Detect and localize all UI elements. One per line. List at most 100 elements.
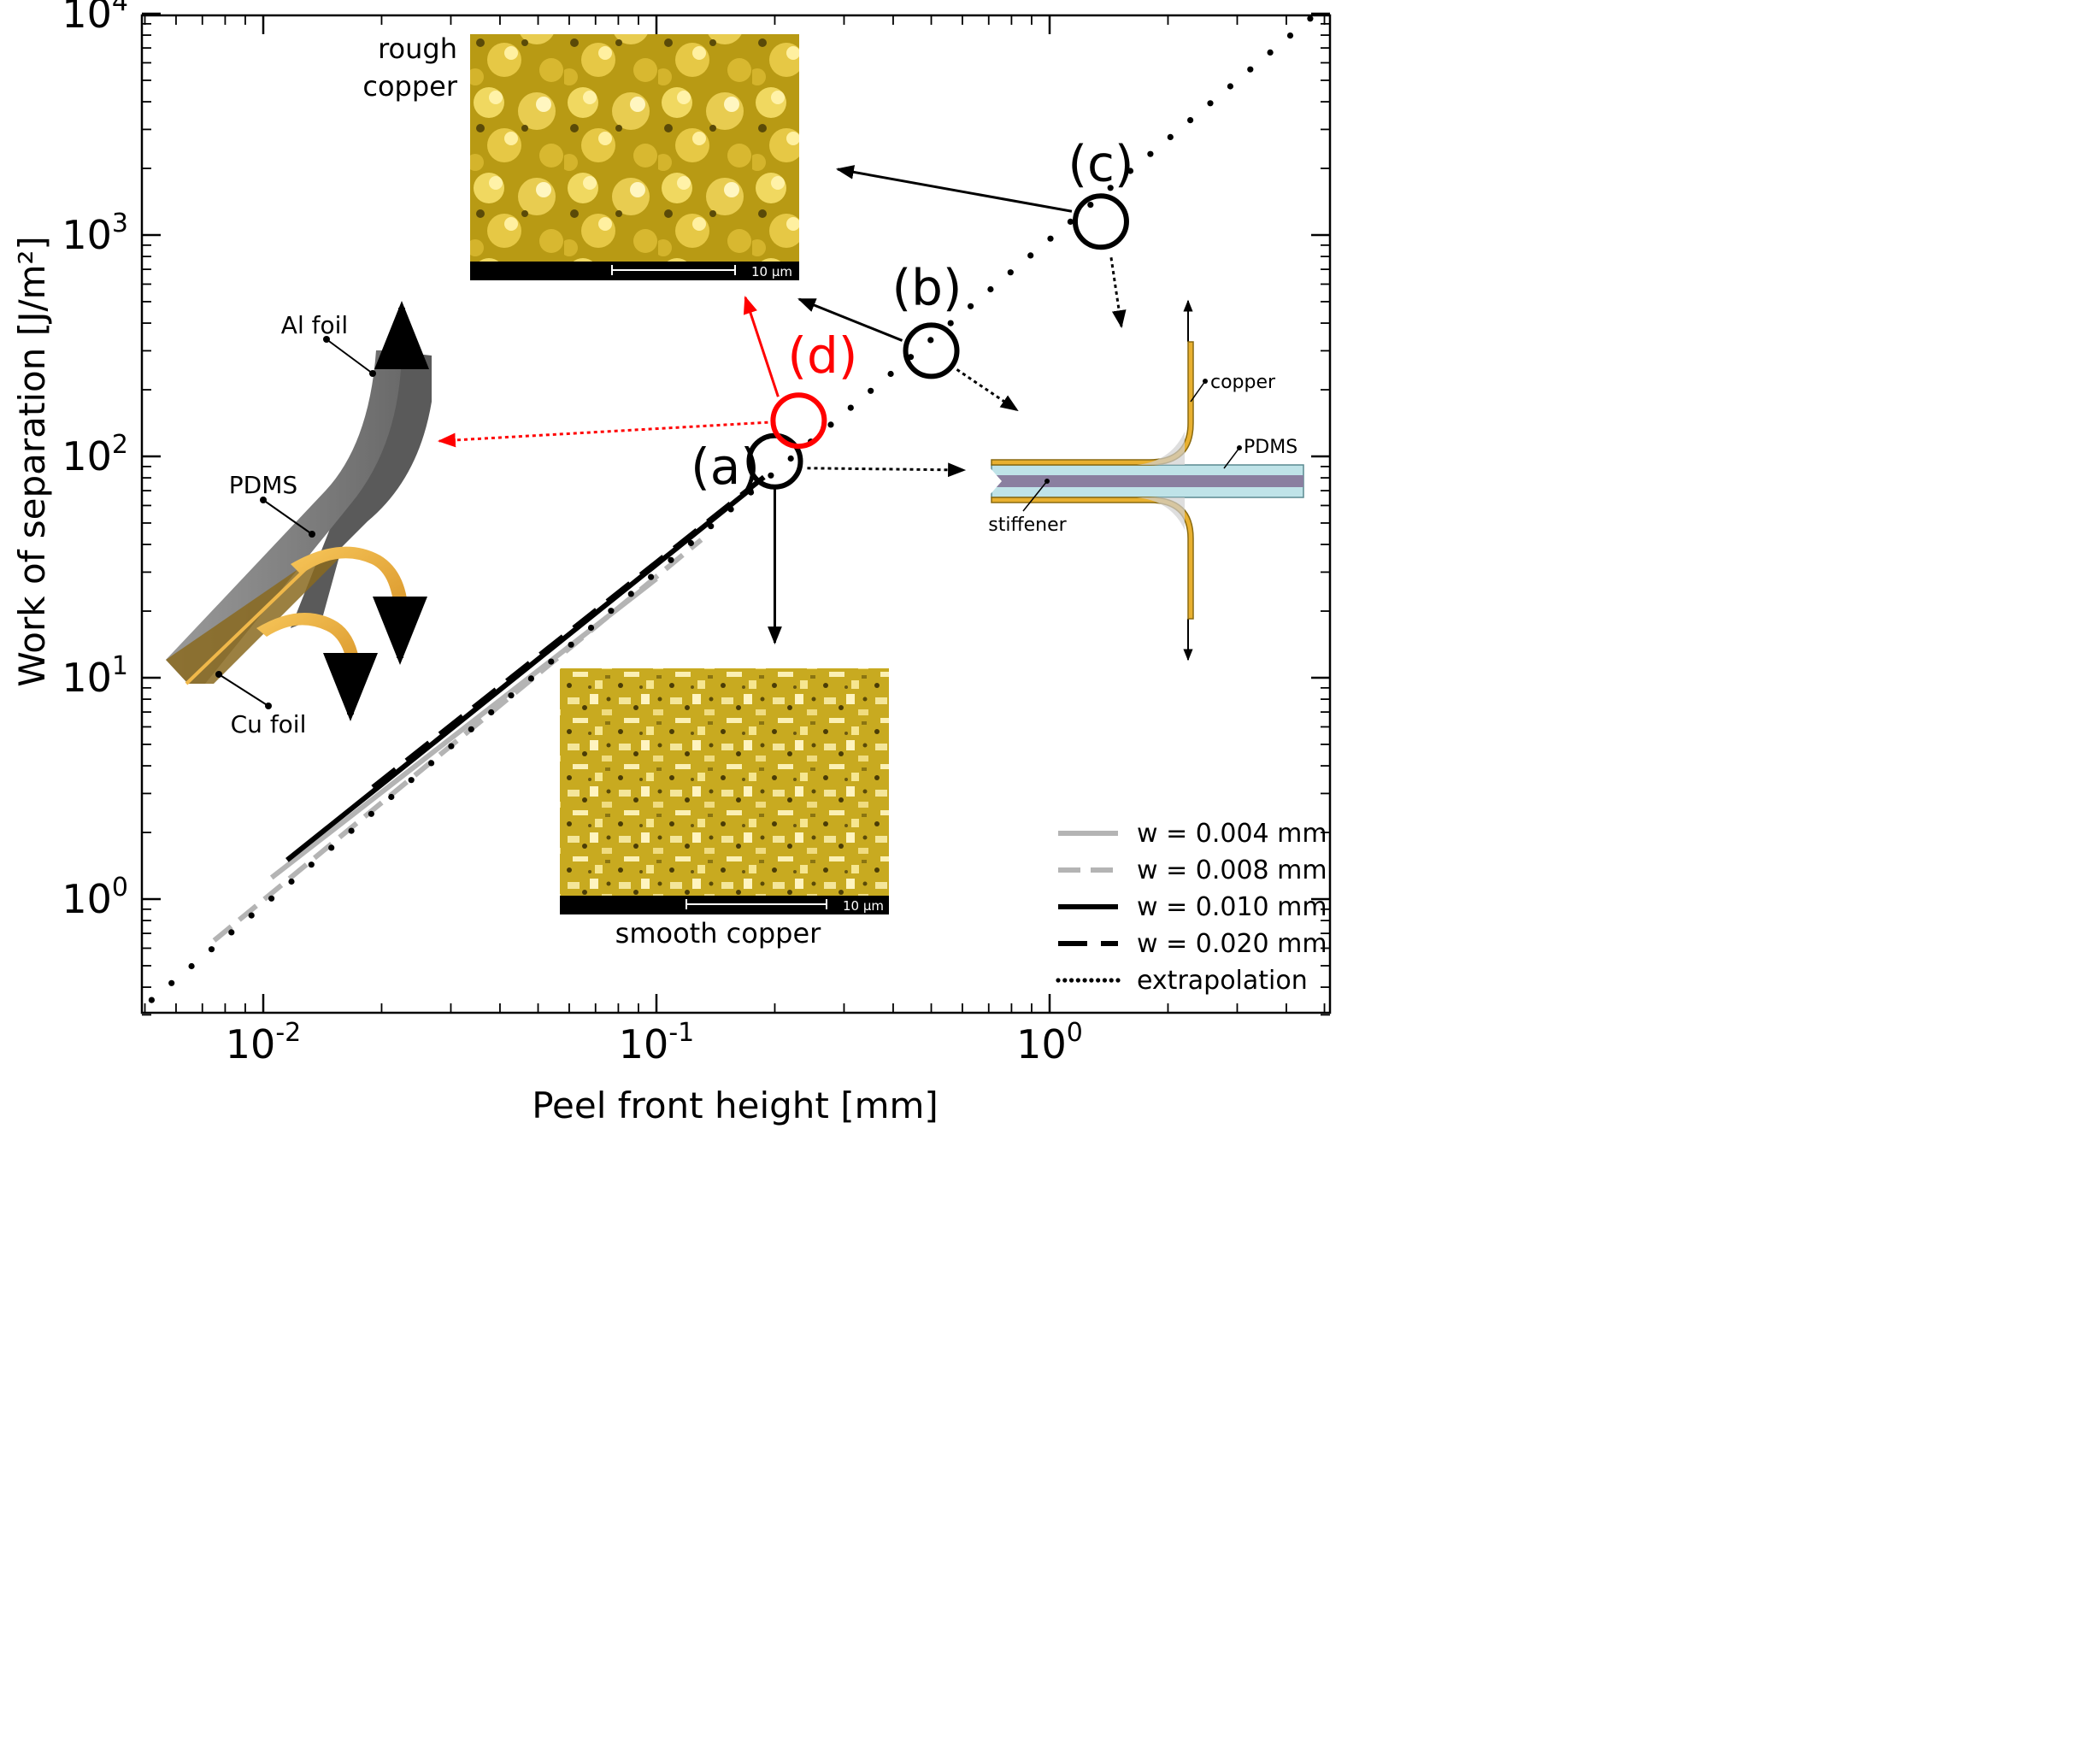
extrapolation-dot (927, 337, 934, 344)
rough-copper-label-2: copper (362, 70, 457, 103)
marker-b-label: (b) (891, 258, 962, 316)
x-axis-title: Peel front height [mm] (532, 1085, 939, 1126)
extrapolation-dot (308, 861, 315, 868)
extrapolation-dot (328, 844, 335, 851)
extrapolation-dot (1027, 252, 1034, 259)
legend-label: w = 0.004 mm (1137, 819, 1327, 849)
extrapolation-dot (1286, 32, 1294, 39)
pdms-cs-label: PDMS (1244, 437, 1297, 458)
marker-b-circle (903, 322, 960, 379)
extrapolation-dot (987, 285, 994, 293)
al-foil-leader (326, 338, 374, 374)
pdms-fillet-upper (1137, 432, 1185, 465)
extrapolation-dot (787, 455, 794, 462)
legend-swatch-extrapolation-dot (1102, 978, 1108, 983)
cu-foil-leader-end (265, 703, 272, 709)
pdms-fillet-lower (1137, 497, 1185, 530)
extrapolation-dot (268, 895, 275, 902)
extrapolation-dot (1067, 218, 1074, 225)
extrapolation-dot (527, 675, 535, 682)
extrapolation-dot (508, 692, 515, 699)
extrapolation-dot (687, 539, 695, 547)
legend-swatch-extrapolation-dot (1109, 978, 1114, 983)
extrapolation-dot (448, 743, 455, 750)
extrapolation-dot (228, 929, 235, 936)
crack-tip-left (983, 460, 1002, 503)
stiffener-label: stiffener (988, 514, 1067, 536)
extrapolation-dot (388, 793, 395, 801)
y-tick-label: 102 (62, 430, 128, 479)
marker-c-label: (c) (1068, 134, 1133, 192)
al-foil-leader-end (369, 370, 376, 377)
pdms-label: PDMS (229, 471, 297, 499)
extrapolation-dot (148, 997, 155, 1003)
extrapolation-dot (1047, 235, 1054, 242)
al-foil-leader-dot (323, 336, 330, 343)
x-tick-label: 100 (1016, 1018, 1083, 1067)
smooth-copper-label: smooth copper (615, 917, 821, 950)
series-line-w-0-008-mm (212, 538, 703, 943)
extrapolation-dot (1187, 117, 1194, 124)
cu-foil-peel-2 (256, 613, 361, 675)
y-tick-label: 101 (62, 651, 128, 701)
x-tick-label: 10-1 (619, 1018, 694, 1067)
marker-c-circle (1072, 193, 1129, 250)
smooth-copper-image (560, 668, 889, 896)
legend-swatch-extrapolation-dot (1068, 978, 1074, 983)
marker-a-label: (a) (691, 438, 760, 496)
extrapolation-dot (708, 523, 715, 530)
legend-swatch-extrapolation-dot (1096, 978, 1101, 983)
arrow-b-to-rough (797, 297, 903, 342)
smooth-copper-scale-label: 10 µm (843, 898, 884, 914)
cu-foil-leader-dot (215, 671, 222, 678)
extrapolation-dot (408, 777, 415, 784)
extrapolation-dot (1127, 168, 1134, 174)
extrapolation-dot (208, 946, 215, 953)
extrapolation-dot (1247, 66, 1254, 73)
arrow-a-to-cross-section (807, 462, 967, 478)
extrapolation-dot (727, 506, 734, 513)
extrapolation-dot (868, 387, 874, 394)
marker-d-label: (d) (787, 326, 857, 385)
arrow-c-to-cross-section (1109, 257, 1127, 329)
legend-label: w = 0.008 mm (1137, 856, 1327, 885)
legend: w = 0.004 mm w = 0.008 mm w = 0.010 mm w = … (1056, 819, 1327, 996)
legend-swatch-extrapolation-dot (1082, 978, 1087, 983)
arrow-d-to-rough (743, 296, 780, 397)
extrapolation-dot (587, 624, 595, 632)
y-tick-label: 103 (62, 209, 128, 258)
pdms-leader-end (309, 531, 315, 538)
extrapolation-dot (747, 489, 755, 496)
stiffener-layer (991, 475, 1303, 487)
extrapolation-dot (168, 979, 175, 986)
extrapolation-dot (648, 573, 655, 580)
extrapolation-dot (947, 320, 954, 326)
extrapolation-dot (428, 760, 435, 767)
extrapolation-dot (1107, 185, 1114, 191)
cross-section-sketch: copper PDMS stiffener (983, 299, 1304, 662)
extrapolation-dot (368, 810, 374, 817)
x-tick-labels: 10-2 10-1 100 (226, 1018, 1083, 1067)
legend-label: extrapolation (1137, 966, 1308, 996)
rough-copper-image (470, 34, 799, 262)
extrapolation-dot (348, 827, 355, 834)
legend-label: w = 0.010 mm (1137, 892, 1327, 922)
copper-label: copper (1210, 372, 1276, 393)
extrapolation-dot (968, 303, 974, 309)
y-axis-title: Work of separation [J/m²] (11, 236, 53, 687)
major-ticks (142, 12, 1330, 1013)
extrapolation-dot (1207, 100, 1214, 107)
cu-foil-peel-1 (291, 546, 409, 620)
minor-ticks (142, 15, 1330, 1016)
marker-d-circle (770, 392, 827, 450)
legend-swatch-extrapolation-dot (1056, 978, 1061, 983)
extrapolation-dot (1267, 49, 1274, 56)
extrapolation-dot (1227, 83, 1233, 90)
legend-swatch-extrapolation-dot (1062, 978, 1068, 983)
legend-swatch-extrapolation-dot (1089, 978, 1094, 983)
al-foil-label: Al foil (281, 311, 348, 339)
marker-layer: (a) (b) (c) (d) (437, 134, 1134, 645)
rough-copper-label-1: rough (378, 32, 457, 65)
extrapolation-dot (1147, 150, 1154, 157)
stiffener-leader-dot (1044, 479, 1050, 484)
